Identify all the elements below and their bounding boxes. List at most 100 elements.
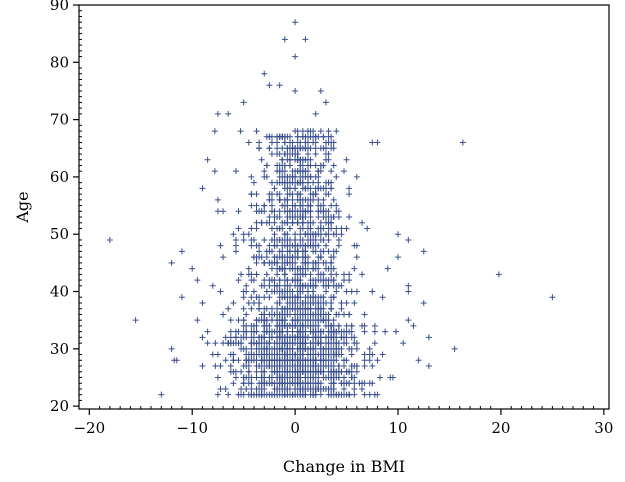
data-point <box>312 334 319 341</box>
data-point <box>310 265 317 272</box>
data-point <box>307 305 314 312</box>
data-point <box>279 156 286 163</box>
data-point <box>230 299 237 306</box>
data-point <box>250 236 257 243</box>
data-point <box>299 168 306 175</box>
data-point <box>268 236 275 243</box>
data-point <box>328 145 335 152</box>
data-point <box>258 357 265 364</box>
data-point <box>328 305 335 312</box>
data-point <box>338 380 345 387</box>
data-point <box>279 305 286 312</box>
data-point <box>320 277 327 284</box>
data-point <box>343 322 350 329</box>
data-point <box>284 385 291 392</box>
data-point <box>266 322 273 329</box>
data-point <box>320 196 327 203</box>
data-point <box>220 311 227 318</box>
data-point <box>307 385 314 392</box>
data-point <box>304 288 311 295</box>
data-point <box>320 328 327 335</box>
data-point <box>312 133 319 140</box>
data-point <box>312 363 319 370</box>
data-point <box>245 139 252 146</box>
data-point <box>317 236 324 243</box>
data-point <box>325 345 332 352</box>
data-point <box>322 385 329 392</box>
data-point <box>333 334 340 341</box>
data-point <box>253 219 260 226</box>
data-point <box>328 271 335 278</box>
y-tick-label: 40 <box>50 283 69 301</box>
data-point <box>395 231 402 238</box>
data-point <box>220 340 227 347</box>
x-tick-label: −20 <box>73 419 105 437</box>
data-point <box>286 265 293 272</box>
data-point <box>199 185 206 192</box>
data-point <box>307 214 314 221</box>
data-point <box>317 305 324 312</box>
data-point <box>292 179 299 186</box>
data-point <box>279 254 286 261</box>
data-point <box>286 294 293 301</box>
data-point <box>302 185 309 192</box>
data-point <box>315 202 322 209</box>
data-point <box>302 391 309 398</box>
data-point <box>289 391 296 398</box>
data-point <box>328 334 335 341</box>
data-point <box>243 385 250 392</box>
y-tick-label: 90 <box>50 0 69 14</box>
data-point <box>325 231 332 238</box>
data-point <box>395 254 402 261</box>
data-point <box>304 351 311 358</box>
data-point <box>310 322 317 329</box>
data-point <box>294 133 301 140</box>
data-point <box>235 277 242 284</box>
data-point <box>325 214 332 221</box>
data-point <box>253 191 260 198</box>
data-point <box>276 168 283 175</box>
data-point <box>325 236 332 243</box>
data-point <box>330 139 337 146</box>
data-point <box>348 288 355 295</box>
data-point <box>286 380 293 387</box>
data-point <box>297 236 304 243</box>
data-point <box>266 214 273 221</box>
data-point <box>400 340 407 347</box>
data-point <box>232 248 239 255</box>
data-point <box>299 219 306 226</box>
y-axis-label: Age <box>13 191 32 223</box>
data-point <box>268 334 275 341</box>
data-point <box>268 191 275 198</box>
data-point <box>279 173 286 180</box>
data-point <box>276 357 283 364</box>
data-point <box>333 271 340 278</box>
data-point <box>297 231 304 238</box>
data-point <box>315 179 322 186</box>
data-point <box>315 277 322 284</box>
data-point <box>341 385 347 392</box>
data-point <box>106 236 113 243</box>
data-point <box>405 236 412 243</box>
data-point <box>245 391 252 398</box>
data-point <box>279 145 286 152</box>
data-point <box>132 317 139 324</box>
data-point <box>281 162 288 169</box>
data-point <box>266 328 273 335</box>
data-points <box>106 19 556 398</box>
data-point <box>333 345 340 352</box>
data-point <box>261 173 268 180</box>
data-point <box>317 231 324 238</box>
y-tick-label: 70 <box>50 111 69 129</box>
data-point <box>312 328 319 335</box>
data-point <box>194 317 201 324</box>
data-point <box>384 265 391 272</box>
data-point <box>302 254 309 261</box>
data-point <box>253 202 260 209</box>
data-point <box>214 391 221 398</box>
data-point <box>271 219 278 226</box>
data-point <box>289 219 296 226</box>
data-point <box>459 139 466 146</box>
data-point <box>279 242 286 249</box>
